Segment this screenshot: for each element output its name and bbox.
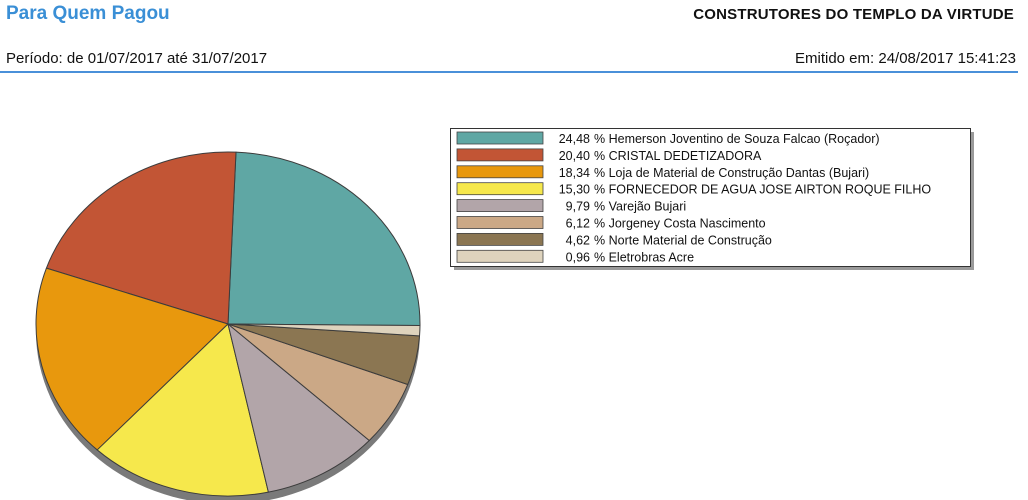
legend-label: % Loja de Material de Construção Dantas … xyxy=(594,166,869,180)
legend-swatch xyxy=(456,249,544,263)
pie-slice xyxy=(227,323,370,493)
legend-label: % Norte Material de Construção xyxy=(594,233,772,247)
legend-label: % Jorgeney Costa Nascimento xyxy=(594,217,766,231)
legend-percent: 15,30 xyxy=(559,183,590,197)
legend-percent: 0,96 xyxy=(566,250,590,264)
legend-percent: 18,34 xyxy=(559,166,590,180)
pie-slice xyxy=(35,267,229,451)
legend-label: % Varejão Bujari xyxy=(594,200,686,214)
legend-percent: 20,40 xyxy=(559,149,590,163)
legend-label: % Eletrobras Acre xyxy=(594,250,694,264)
legend-swatch xyxy=(456,199,544,213)
legend-percent: 6,12 xyxy=(566,217,590,231)
legend-items: 24,48 % Hemerson Joventino de Souza Falca… xyxy=(456,131,931,264)
legend-label: % Hemerson Joventino de Souza Falcao (Ro… xyxy=(594,132,880,146)
header-divider xyxy=(0,71,1018,73)
legend-swatch xyxy=(456,182,544,196)
legend-swatch xyxy=(456,131,544,145)
legend-swatch xyxy=(456,165,544,179)
pie-slice xyxy=(227,323,421,337)
pie-slice xyxy=(227,151,421,326)
pie-slices xyxy=(35,151,421,497)
legend-percent: 9,79 xyxy=(566,200,590,214)
legend-swatch xyxy=(456,232,544,246)
legend-percent: 4,62 xyxy=(566,233,590,247)
report-title: Para Quem Pagou xyxy=(6,3,170,24)
legend-swatch xyxy=(456,216,544,229)
pie-slice xyxy=(96,323,269,497)
legend-label: % FORNECEDOR DE AGUA JOSE AIRTON ROQUE F… xyxy=(594,183,931,197)
report-period: Período: de 01/07/2017 até 31/07/2017 xyxy=(6,50,268,67)
issued-timestamp: Emitido em: 24/08/2017 15:41:23 xyxy=(795,50,1016,67)
legend-label: % CRISTAL DEDETIZADORA xyxy=(594,149,762,163)
legend-percent: 24,48 xyxy=(559,132,590,146)
chart-legend: 24,48 % Hemerson Joventino de Souza Falca… xyxy=(450,128,974,270)
organization-name: CONSTRUTORES DO TEMPLO DA VIRTUDE xyxy=(693,6,1014,23)
legend-swatch xyxy=(456,148,544,162)
pie-slice xyxy=(45,151,237,325)
